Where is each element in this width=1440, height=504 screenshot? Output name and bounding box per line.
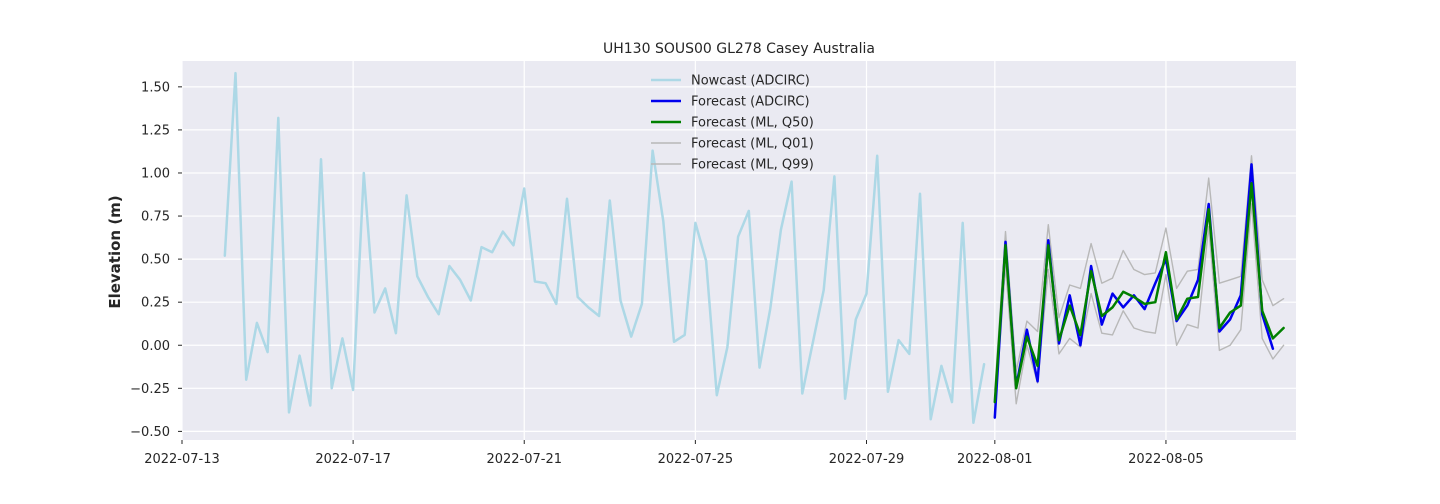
x-axis: 2022-07-13 2022-07-17 2022-07-21 2022-07-25… [144, 440, 1204, 467]
legend-entry: Forecast (ML, Q99) [691, 158, 814, 173]
plot-area [182, 61, 1296, 440]
x-tick-label: 2022-08-05 [1128, 452, 1204, 467]
x-tick-label: 2022-07-17 [315, 452, 391, 467]
y-tick-label: 1.00 [141, 166, 170, 181]
legend-entry: Forecast (ML, Q01) [691, 137, 814, 152]
y-axis-label: Elevation (m) [106, 195, 124, 308]
legend-entry: Forecast (ADCIRC) [691, 95, 810, 110]
series-line-forecast-ml-q50 [993, 182, 1285, 404]
y-axis: −0.50 −0.25 0.00 0.25 0.50 0.75 1.00 1.25 1.50 [130, 80, 182, 440]
y-tick-label: 0.00 [141, 339, 170, 354]
y-tick-label: −0.25 [130, 382, 170, 397]
series-line-nowcast-adcirc [223, 71, 986, 425]
y-tick-label: 0.25 [141, 296, 170, 311]
chart-title: UH130 SOUS00 GL278 Casey Australia [603, 41, 875, 57]
x-tick-label: 2022-07-21 [486, 452, 562, 467]
y-tick-label: 1.25 [141, 123, 170, 138]
y-tick-label: 0.75 [141, 210, 170, 225]
y-tick-label: 0.50 [141, 253, 170, 268]
legend-entry: Forecast (ML, Q50) [691, 116, 814, 131]
x-tick-label: 2022-07-29 [829, 452, 905, 467]
x-tick-label: 2022-08-01 [957, 452, 1033, 467]
legend-entry: Nowcast (ADCIRC) [691, 74, 810, 89]
y-tick-label: 1.50 [141, 80, 170, 95]
series-line-forecast-ml-q99 [994, 155, 1285, 391]
x-tick-label: 2022-07-13 [144, 452, 220, 467]
series-layer [223, 71, 1285, 425]
y-tick-label: −0.50 [130, 425, 170, 440]
legend: Nowcast (ADCIRC) Forecast (ADCIRC) Forecas… [651, 74, 814, 173]
x-tick-label: 2022-07-25 [658, 452, 734, 467]
